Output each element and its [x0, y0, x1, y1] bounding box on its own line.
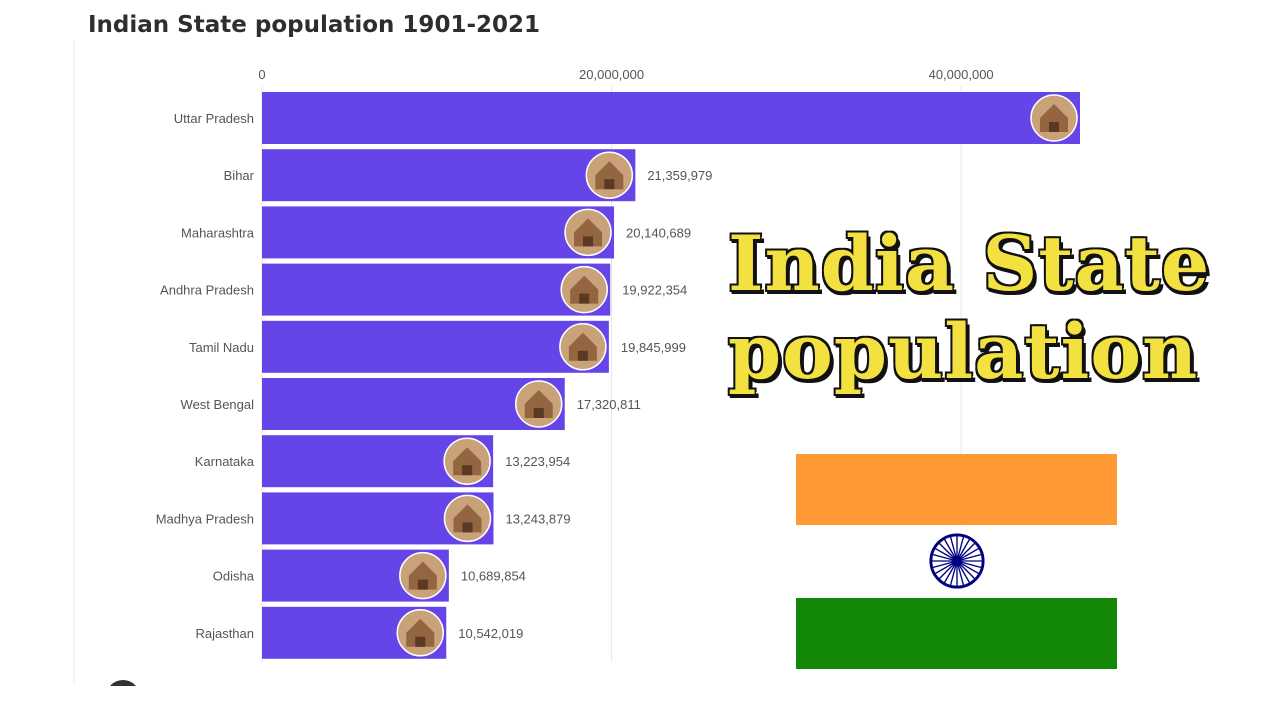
x-tick-label: 40,000,000 [929, 67, 994, 82]
khajuraho-temple-icon [443, 494, 492, 543]
category-label: Bihar [224, 168, 255, 183]
x-axis-ticks: 0 20,000,000 40,000,000 [258, 67, 993, 82]
value-label: 10,689,854 [461, 569, 526, 584]
value-label: 13,243,879 [505, 511, 570, 526]
temple-icon [585, 151, 634, 199]
x-tick-label: 0 [258, 67, 265, 82]
value-label: 21,359,979 [647, 168, 712, 183]
value-labels: 21,359,979 20,140,689 19,922,354 19,845,999… [458, 168, 712, 641]
channel-avatar [106, 680, 140, 686]
category-label: Tamil Nadu [189, 340, 254, 355]
chart-title: Indian State population 1901-2021 [88, 12, 541, 38]
ashoka-chakra-icon [929, 533, 985, 589]
category-label: Rajasthan [195, 626, 254, 641]
gateway-of-india-icon [564, 208, 612, 257]
category-labels: Uttar Pradesh Bihar Maharashtra Andhra Prad… [156, 111, 255, 641]
category-label: Uttar Pradesh [174, 111, 254, 126]
value-label: 17,320,811 [577, 397, 641, 412]
value-label: 13,223,954 [505, 454, 570, 469]
hawa-mahal-icon [396, 609, 445, 657]
india-flag-icon [796, 454, 1117, 669]
bars [262, 92, 1080, 659]
bar [262, 320, 609, 373]
bar [262, 92, 1080, 144]
value-label: 10,542,019 [458, 626, 523, 641]
konark-temple-icon [399, 551, 447, 600]
category-label: West Bengal [181, 397, 255, 412]
category-label: Madhya Pradesh [156, 511, 254, 526]
vidhana-soudha-icon [443, 437, 491, 485]
overlay-headline-line1: India State [727, 218, 1211, 309]
taj-mahal-icon [1030, 94, 1078, 142]
victoria-memorial-icon [514, 380, 563, 428]
buddha-statue-icon [560, 265, 608, 314]
x-tick-label: 20,000,000 [579, 67, 644, 82]
value-label: 19,845,999 [621, 340, 686, 355]
bar [262, 263, 611, 316]
category-label: Karnataka [195, 454, 255, 469]
overlay-headline: India State population [727, 218, 1248, 397]
bar [262, 149, 636, 202]
overlay-headline-line2: population [727, 306, 1199, 397]
category-label: Odisha [213, 569, 255, 584]
value-label: 20,140,689 [626, 225, 691, 240]
category-label: Maharashtra [181, 225, 255, 240]
category-label: Andhra Pradesh [160, 283, 254, 298]
flag-saffron-band [796, 454, 1117, 525]
flag-green-band [796, 598, 1117, 669]
bar [262, 206, 615, 259]
bar [262, 378, 565, 430]
value-label: 19,922,354 [622, 283, 687, 298]
gopuram-temple-icon [559, 323, 607, 371]
